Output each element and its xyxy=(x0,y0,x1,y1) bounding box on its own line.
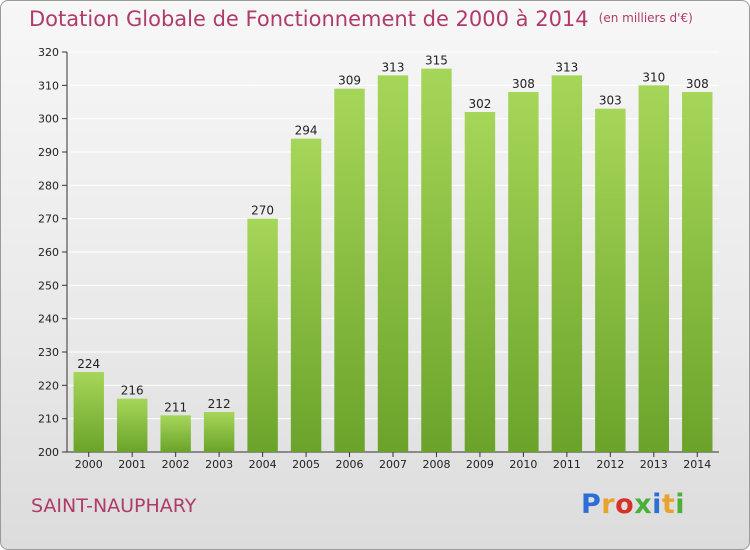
y-tick-label: 260 xyxy=(38,246,59,259)
bar-2006 xyxy=(334,88,365,453)
y-tick-label: 240 xyxy=(38,313,59,326)
x-tick-label-2007: 2007 xyxy=(379,458,407,471)
y-tick-label: 270 xyxy=(38,213,59,226)
x-tick-label-2005: 2005 xyxy=(292,458,320,471)
data-label-2011: 313 xyxy=(555,60,578,74)
data-label-2006: 309 xyxy=(338,74,361,88)
commune-name: SAINT-NAUPHARY xyxy=(31,495,197,517)
logo-letter: r xyxy=(601,489,616,520)
x-tick-label-2001: 2001 xyxy=(118,458,146,471)
bar-2002 xyxy=(160,415,191,452)
x-tick-label-2013: 2013 xyxy=(640,458,668,471)
chart-title-text: Dotation Globale de Fonctionnement de 20… xyxy=(29,7,589,31)
data-label-2013: 310 xyxy=(642,70,665,84)
data-label-2010: 308 xyxy=(512,77,535,91)
data-labels: 224 216 211 212 270 294 309 313 315 302 308 313 303 3… xyxy=(77,54,708,415)
logo-letter: x xyxy=(634,489,653,520)
axes: 200 210 220 230 240 250 260 270 280 290 300 310 320 2… xyxy=(38,46,719,471)
y-tick-label: 320 xyxy=(38,46,59,59)
bar-2001 xyxy=(116,398,148,452)
chart-title: Dotation Globale de Fonctionnement de 20… xyxy=(29,7,693,31)
bar-2011 xyxy=(551,75,583,452)
data-label-2012: 303 xyxy=(599,94,622,108)
logo-letter: i xyxy=(675,489,686,520)
logo-letter: o xyxy=(615,489,635,520)
proxiti-logo[interactable]: Proxiti xyxy=(581,489,685,520)
bar-2012 xyxy=(595,108,626,453)
bar-2004 xyxy=(247,218,278,452)
logo-letter: t xyxy=(661,489,676,520)
x-tick-label-2004: 2004 xyxy=(249,458,277,471)
data-label-2001: 216 xyxy=(121,384,144,398)
bars xyxy=(73,68,713,453)
y-tick-label: 250 xyxy=(38,279,59,292)
y-tick-label: 310 xyxy=(38,79,59,92)
x-tick-label-2008: 2008 xyxy=(422,458,450,471)
x-tick-label-2006: 2006 xyxy=(336,458,364,471)
bar-2005 xyxy=(290,138,322,452)
bar-2014 xyxy=(682,92,713,452)
y-tick-label: 300 xyxy=(38,113,59,126)
y-tick-label: 280 xyxy=(38,179,59,192)
bar-2007 xyxy=(377,75,409,452)
x-tick-label-2014: 2014 xyxy=(683,458,711,471)
x-tick-label-2010: 2010 xyxy=(509,458,537,471)
x-tick-label-2012: 2012 xyxy=(596,458,624,471)
data-label-2014: 308 xyxy=(686,77,709,91)
data-label-2007: 313 xyxy=(382,60,405,74)
data-label-2002: 211 xyxy=(164,400,187,414)
data-label-2003: 212 xyxy=(208,397,231,411)
logo-letter: P xyxy=(581,489,602,520)
data-label-2008: 315 xyxy=(425,54,448,68)
bar-2013 xyxy=(638,85,670,452)
bar-2008 xyxy=(421,68,452,453)
x-tick-label-2011: 2011 xyxy=(553,458,581,471)
data-label-2009: 302 xyxy=(468,97,491,111)
y-tick-label: 210 xyxy=(38,413,59,426)
x-tick-label-2002: 2002 xyxy=(162,458,190,471)
y-tick-label: 230 xyxy=(38,346,59,359)
bar-2009 xyxy=(464,112,496,452)
logo-letter: i xyxy=(652,489,662,520)
bar-2003 xyxy=(203,412,235,452)
y-tick-label: 290 xyxy=(38,146,59,159)
bar-2000 xyxy=(73,372,104,452)
data-label-2005: 294 xyxy=(295,124,318,138)
x-tick-label-2009: 2009 xyxy=(466,458,494,471)
unit-note: (en milliers d'€) xyxy=(598,11,693,25)
x-tick-label-2000: 2000 xyxy=(75,458,103,471)
data-label-2000: 224 xyxy=(77,357,100,371)
y-tick-label: 220 xyxy=(38,379,59,392)
data-label-2004: 270 xyxy=(251,204,274,218)
y-tick-label: 200 xyxy=(38,446,59,459)
x-tick-label-2003: 2003 xyxy=(205,458,233,471)
bar-2010 xyxy=(508,92,539,452)
